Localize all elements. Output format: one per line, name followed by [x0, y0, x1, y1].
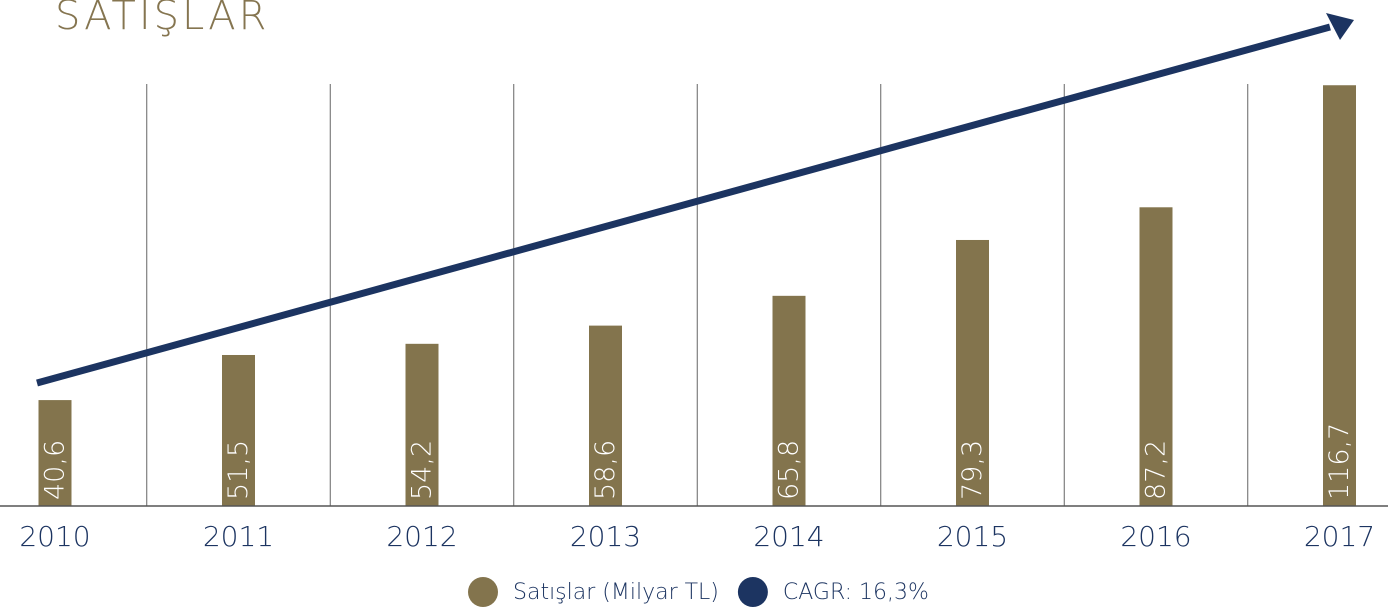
- bar: [38, 400, 72, 506]
- bar: [1139, 207, 1173, 506]
- value-label: 58,6: [590, 440, 621, 500]
- legend-swatch: [737, 577, 768, 607]
- value-label: 54,2: [407, 440, 438, 500]
- grid: [146, 84, 1249, 506]
- x-tick-label: 2014: [753, 520, 824, 553]
- bar: [405, 343, 439, 506]
- legend: Satışlar (Milyar TL) CAGR: 16,3%: [468, 577, 929, 607]
- bar: [956, 239, 989, 507]
- bars: 40,6 51,5 54,2 58,6 65,8 79,3 87,2 116,7: [38, 85, 1356, 507]
- bar: [589, 325, 622, 506]
- legend-label: CAGR: 16,3%: [783, 580, 929, 605]
- arrow-head: [1326, 13, 1354, 40]
- legend-swatch: [468, 577, 498, 607]
- bar: [772, 295, 806, 506]
- legend-label: Satışlar (Milyar TL): [513, 580, 719, 605]
- value-label: 79,3: [957, 440, 988, 500]
- x-tick-label: 2016: [1120, 520, 1191, 553]
- x-tick-label: 2013: [570, 520, 641, 553]
- x-tick-label: 2017: [1304, 520, 1375, 553]
- x-tick-label: 2010: [19, 520, 90, 553]
- chart-title: SATIŞLAR: [55, 0, 269, 39]
- value-label: 65,8: [774, 440, 805, 500]
- x-tick-label: 2015: [937, 520, 1008, 553]
- value-label: 116,7: [1324, 423, 1355, 500]
- value-label: 51,5: [223, 440, 254, 500]
- bar: [222, 354, 255, 506]
- x-tick-label: 2012: [386, 520, 457, 553]
- trend-arrow: [36, 23, 1331, 387]
- value-label: 87,2: [1141, 440, 1172, 500]
- bar: [1323, 85, 1356, 506]
- x-tick-label: 2011: [203, 520, 274, 553]
- value-label: 40,6: [40, 440, 71, 500]
